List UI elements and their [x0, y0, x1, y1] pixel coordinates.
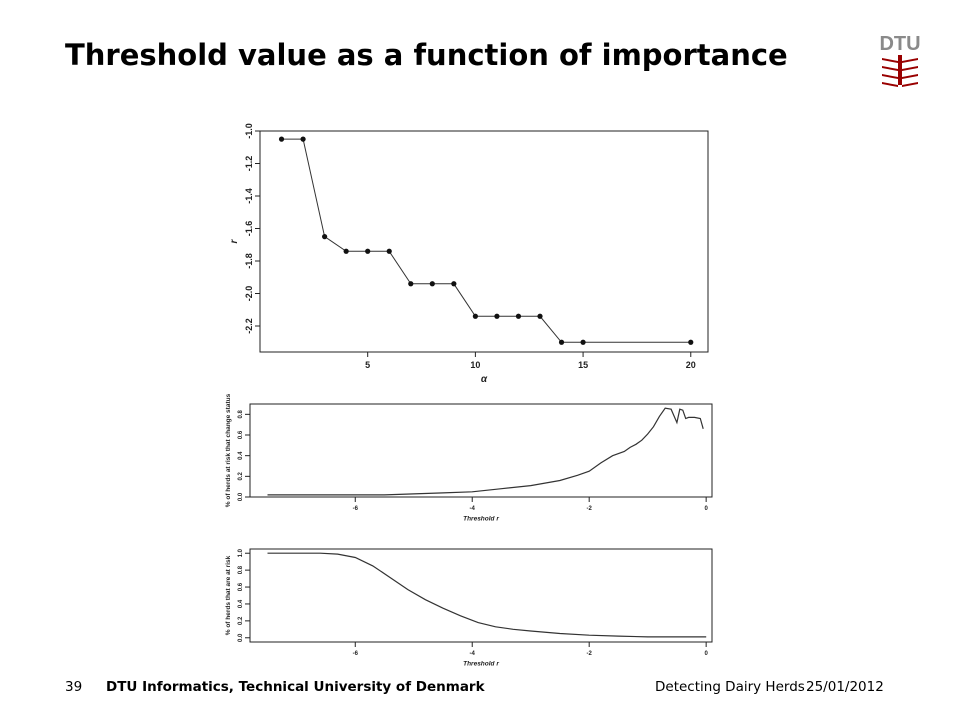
y-tick-label: 0.6 [238, 582, 244, 591]
plot-frame [259, 130, 709, 353]
chart-panel-3: -6 -4 -2 0 0.0 0.2 0.4 0.6 0.8 1.0 Threshold r % of… [225, 548, 713, 668]
x-tick-label: -2 [587, 651, 593, 657]
dtu-logo: DTU [880, 33, 920, 87]
y-tick-label: 0.8 [238, 565, 244, 574]
x-axis-label: Threshold r [463, 661, 499, 668]
y-axis-label: r [229, 238, 240, 243]
footer-page-number: 39 [65, 679, 83, 695]
series-line [281, 138, 691, 343]
y-tick-label: 0.0 [238, 492, 244, 501]
footer-date: 25/01/2012 [806, 679, 884, 695]
y-tick-label: 0.8 [238, 410, 244, 419]
y-tick-label: 0.0 [238, 633, 244, 642]
dtu-logo-text: DTU [880, 33, 920, 55]
data-point [515, 313, 522, 319]
x-tick-label: 0 [704, 506, 708, 512]
y-tick-label: -2.0 [244, 286, 254, 302]
x-tick-label: 0 [704, 651, 708, 657]
x-tick-label: -4 [470, 506, 476, 512]
y-tick-label: 0.2 [238, 472, 244, 481]
y-tick-label: 0.4 [238, 599, 244, 608]
series-line [267, 552, 707, 638]
data-point [300, 136, 306, 142]
y-axis-label: % of herds at risk that change status [225, 393, 232, 507]
x-tick-label: 5 [365, 360, 370, 370]
y-tick-label: -1.6 [244, 221, 254, 237]
data-point [494, 313, 500, 319]
plot-frame [249, 548, 713, 643]
x-axis-label: Threshold r [463, 516, 499, 523]
chart-panel-2: -6 -4 -2 0 0.0 0.2 0.4 0.6 0.8 Threshold r % of he… [225, 393, 713, 523]
x-tick-label: -6 [353, 651, 359, 657]
y-tick-label: 1.0 [238, 548, 244, 557]
chart-panel-1: 5 10 15 20 -1.0 -1.2 -1.4 -1.6 -1.8 -2.0 -2.2 α r [229, 123, 709, 385]
y-tick-label: -1.4 [244, 188, 254, 204]
y-tick-label: 0.2 [238, 616, 244, 625]
y-tick-label: 0.4 [238, 451, 244, 460]
x-tick-label: 10 [470, 360, 480, 370]
data-point [472, 313, 478, 319]
data-point [451, 281, 457, 287]
y-tick-label: -2.2 [244, 318, 254, 334]
slide-title: Threshold value as a function of importa… [65, 38, 788, 72]
data-point [537, 313, 543, 319]
plot-frame [249, 403, 713, 498]
data-point [408, 281, 414, 287]
y-tick-label: -1.2 [244, 156, 254, 172]
y-tick-label: 0.6 [238, 430, 244, 439]
x-tick-label: -6 [353, 506, 359, 512]
x-tick-label: -4 [470, 651, 476, 657]
data-point [278, 136, 285, 142]
data-point [558, 339, 565, 345]
y-axis-label: % of herds that are at risk [225, 555, 232, 635]
data-point [580, 339, 586, 345]
data-point [688, 339, 694, 345]
y-tick-label: -1.0 [244, 123, 254, 139]
x-tick-label: -2 [587, 506, 593, 512]
data-point [343, 248, 349, 254]
footer-talk-title: Detecting Dairy Herds [655, 679, 805, 695]
data-point [322, 234, 328, 240]
series-line [267, 407, 704, 496]
x-axis-label: α [481, 374, 488, 385]
x-tick-label: 20 [686, 360, 696, 370]
data-point [365, 248, 371, 254]
data-point [429, 281, 435, 287]
dtu-logo-mark [882, 55, 918, 87]
y-tick-label: -1.8 [244, 253, 254, 269]
data-point [386, 248, 392, 254]
footer-organization: DTU Informatics, Technical University of… [106, 679, 485, 695]
x-tick-label: 15 [578, 360, 588, 370]
